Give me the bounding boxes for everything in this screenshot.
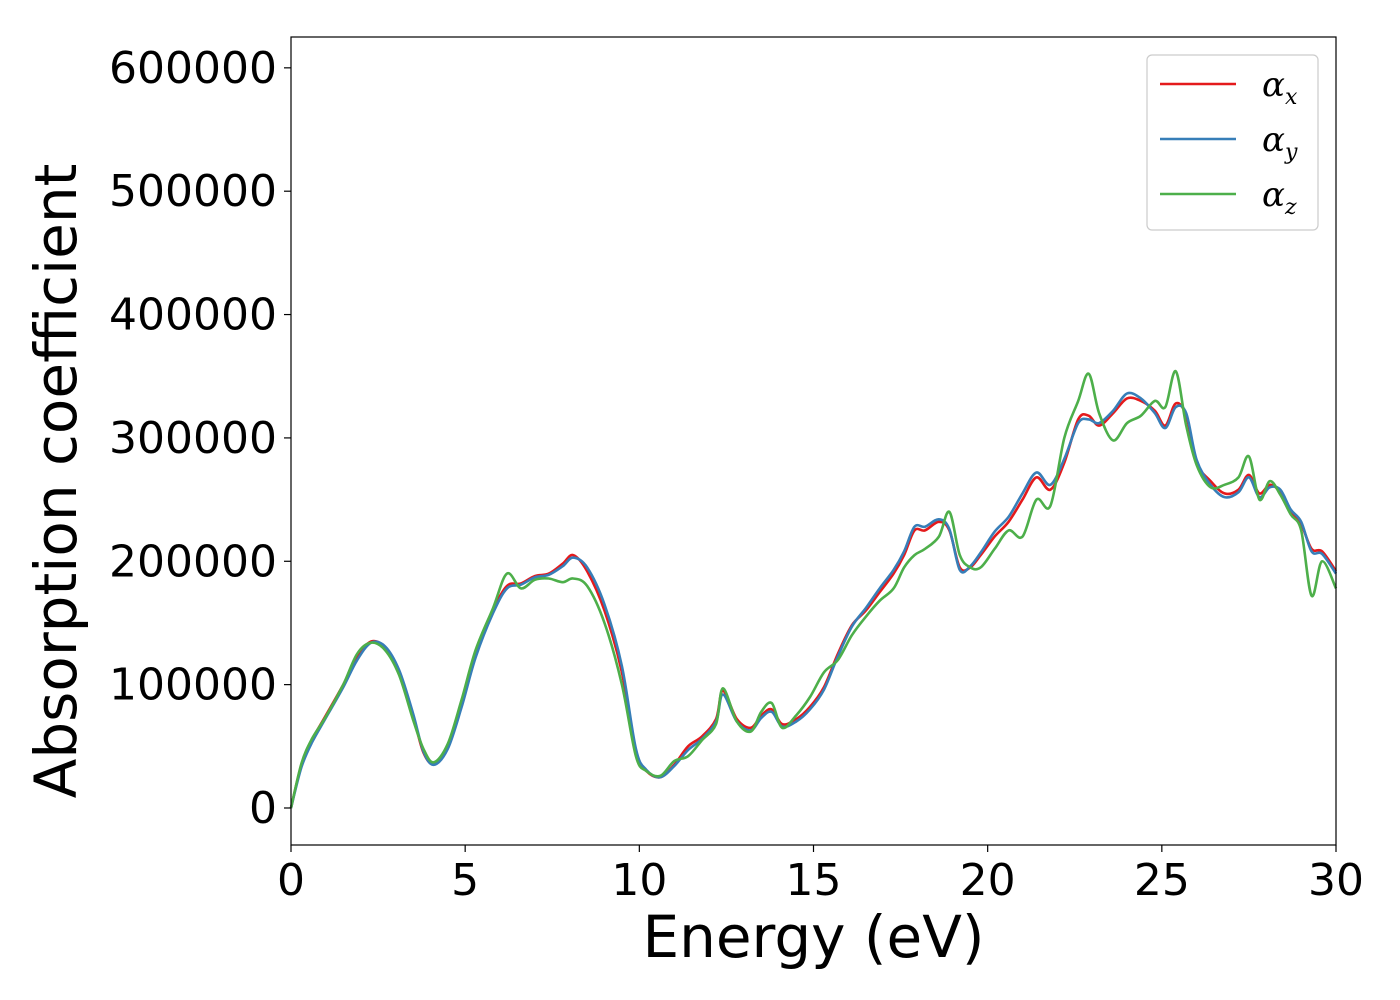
y-tick-label: 0 — [249, 783, 277, 834]
y-tick-label: 600000 — [109, 43, 277, 94]
y-tick-label: 500000 — [109, 166, 277, 217]
x-tick-label: 15 — [786, 855, 842, 906]
y-axis: 0 100000 200000 300000 400000 500000 600000 — [109, 43, 291, 834]
legend-label: αz — [1262, 175, 1297, 220]
y-axis-title: Absorption coefficient — [22, 164, 90, 799]
x-tick-label: 5 — [451, 855, 479, 906]
legend-label: αx — [1262, 65, 1298, 110]
legend-label: αy — [1262, 120, 1298, 165]
y-tick-label: 200000 — [109, 536, 277, 587]
x-tick-label: 20 — [960, 855, 1016, 906]
x-axis-title: Energy (eV) — [642, 903, 984, 971]
x-tick-label: 0 — [277, 855, 305, 906]
series-line-2 — [289, 391, 1338, 809]
x-tick-label: 10 — [611, 855, 667, 906]
series-line-3 — [289, 369, 1338, 809]
legend: αx αy αz — [1146, 54, 1319, 231]
x-tick-label: 30 — [1308, 855, 1364, 906]
series-group — [289, 369, 1338, 809]
legend-box — [1146, 54, 1319, 231]
y-tick-label: 300000 — [109, 413, 277, 464]
x-axis: 0 5 10 15 20 25 30 — [277, 845, 1364, 906]
x-tick-label: 25 — [1134, 855, 1190, 906]
y-tick-label: 400000 — [109, 290, 277, 341]
y-tick-label: 100000 — [109, 660, 277, 711]
